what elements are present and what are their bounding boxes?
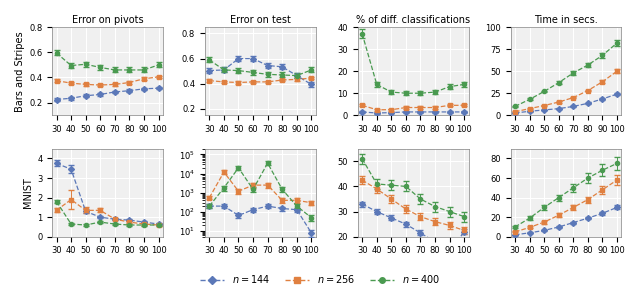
Y-axis label: Bars and Stripes: Bars and Stripes [15, 31, 25, 111]
Y-axis label: MNIST: MNIST [23, 177, 33, 208]
Title: Error on test: Error on test [230, 15, 291, 25]
Title: % of diff. classifications: % of diff. classifications [356, 15, 470, 25]
Title: Error on pivots: Error on pivots [72, 15, 143, 25]
Legend: $n = 144$, $n = 256$, $n = 400$: $n = 144$, $n = 256$, $n = 400$ [196, 269, 444, 289]
Title: Time in secs.: Time in secs. [534, 15, 598, 25]
